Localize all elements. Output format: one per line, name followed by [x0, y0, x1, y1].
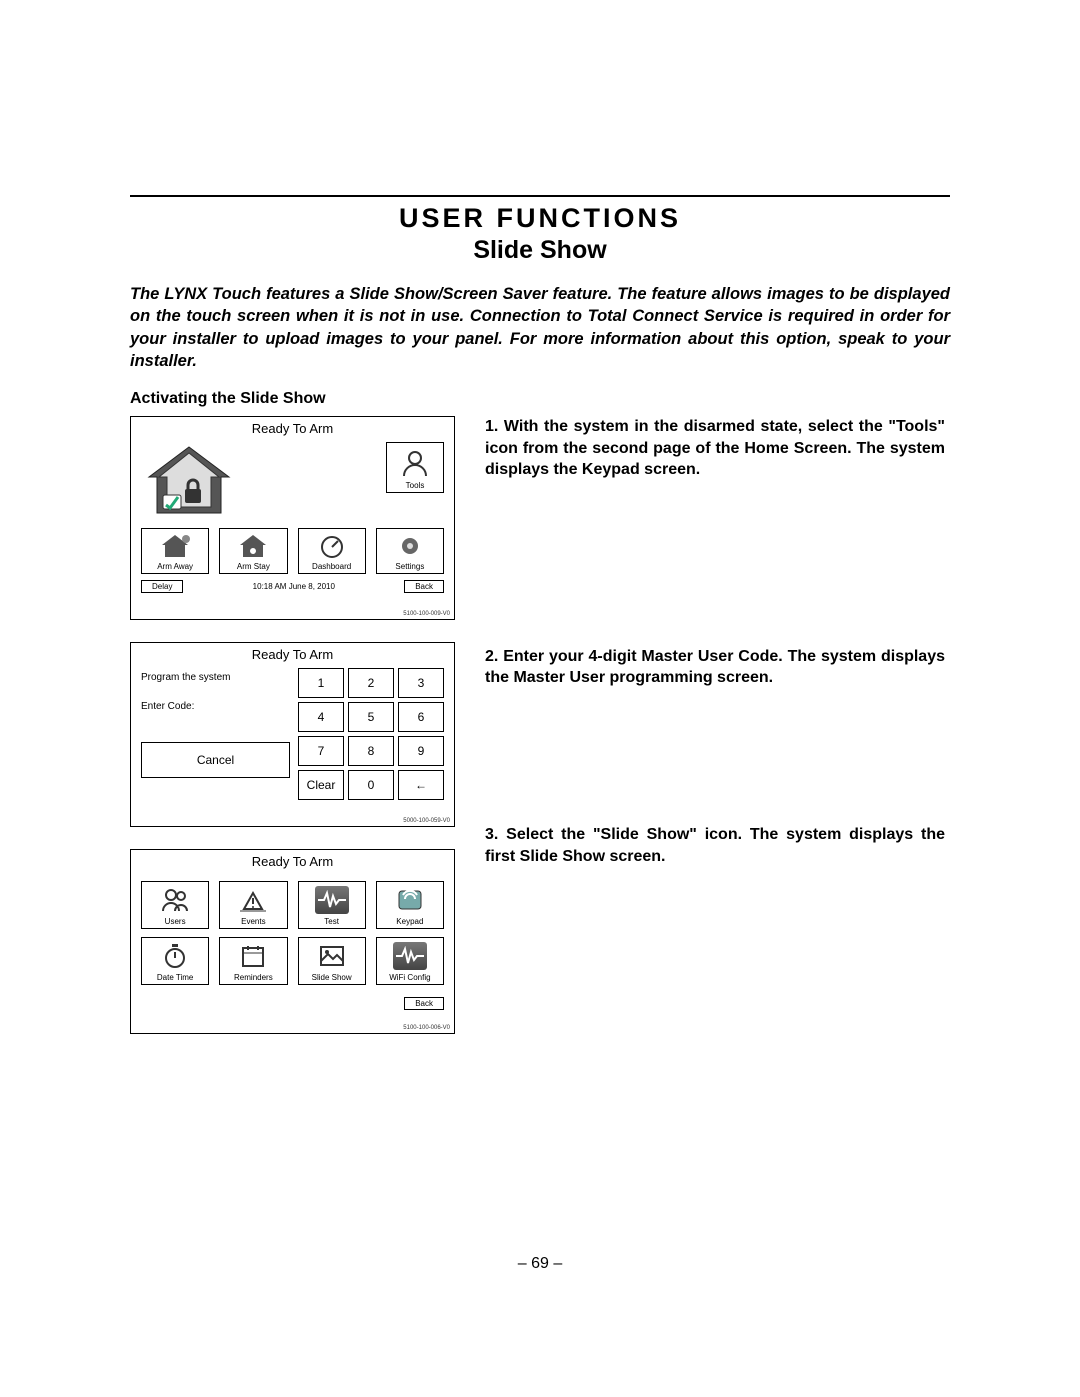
back-button[interactable]: Back — [404, 580, 444, 593]
section-heading: Activating the Slide Show — [130, 390, 950, 408]
key-8[interactable]: 8 — [348, 736, 394, 766]
image-id: 5100-100-009-V0 — [403, 611, 450, 617]
arm-stay-button[interactable]: Arm Stay — [219, 528, 287, 574]
arm-away-icon — [142, 532, 208, 560]
keypad-button[interactable]: Keypad — [376, 881, 444, 929]
datetime-button[interactable]: Date Time — [141, 937, 209, 985]
back-button[interactable]: Back — [404, 997, 444, 1010]
header-subtitle: Slide Show — [130, 236, 950, 265]
program-text: Program the system — [141, 672, 290, 683]
screen1-title: Ready To Arm — [131, 417, 454, 442]
image-id: 5000-100-059-V0 — [403, 818, 450, 824]
picture-icon — [299, 941, 365, 971]
stopwatch-icon — [142, 941, 208, 971]
screen-keypad: Ready To Arm Program the system Enter Co… — [130, 642, 455, 827]
calendar-icon — [220, 941, 286, 971]
key-9[interactable]: 9 — [398, 736, 444, 766]
key-2[interactable]: 2 — [348, 668, 394, 698]
home-secure-icon — [141, 442, 236, 520]
step-3: 3. Select the "Slide Show" icon. The sys… — [485, 824, 945, 867]
page-number: – 69 – — [130, 1255, 950, 1273]
timestamp: 10:18 AM June 8, 2010 — [253, 582, 335, 591]
wifi-icon — [377, 941, 443, 971]
dashboard-button[interactable]: Dashboard — [298, 528, 366, 574]
wificonfig-button[interactable]: WiFi Config — [376, 937, 444, 985]
user-icon — [387, 447, 443, 479]
step-2: 2. Enter your 4-digit Master User Code. … — [485, 646, 945, 689]
arm-stay-icon — [220, 532, 286, 560]
events-icon — [220, 885, 286, 915]
key-5[interactable]: 5 — [348, 702, 394, 732]
header-title: USER FUNCTIONS — [130, 203, 950, 234]
users-icon — [142, 885, 208, 915]
reminders-button[interactable]: Reminders — [219, 937, 287, 985]
tools-button[interactable]: Tools — [386, 442, 444, 493]
users-button[interactable]: Users — [141, 881, 209, 929]
step-1: 1. With the system in the disarmed state… — [485, 416, 945, 481]
key-6[interactable]: 6 — [398, 702, 444, 732]
tools-label: Tools — [387, 481, 443, 490]
screen3-title: Ready To Arm — [131, 850, 454, 875]
slideshow-button[interactable]: Slide Show — [298, 937, 366, 985]
key-4[interactable]: 4 — [298, 702, 344, 732]
key-clear[interactable]: Clear — [298, 770, 344, 800]
settings-button[interactable]: Settings — [376, 528, 444, 574]
keypad-icon — [377, 885, 443, 915]
keypad: 1 2 3 4 5 6 7 8 9 Clear 0 ← — [298, 668, 444, 800]
test-icon — [299, 885, 365, 915]
image-id: 5100-100-006-V0 — [403, 1025, 450, 1031]
key-1[interactable]: 1 — [298, 668, 344, 698]
screen2-title: Ready To Arm — [131, 643, 454, 668]
events-button[interactable]: Events — [219, 881, 287, 929]
screen-home: Ready To Arm — [130, 416, 455, 620]
arm-away-button[interactable]: Arm Away — [141, 528, 209, 574]
key-3[interactable]: 3 — [398, 668, 444, 698]
gear-icon — [377, 532, 443, 560]
key-7[interactable]: 7 — [298, 736, 344, 766]
delay-button[interactable]: Delay — [141, 580, 183, 593]
intro-text: The LYNX Touch features a Slide Show/Scr… — [130, 283, 950, 372]
screen-master: Ready To Arm Users Events Te — [130, 849, 455, 1034]
cancel-button[interactable]: Cancel — [141, 742, 290, 778]
test-button[interactable]: Test — [298, 881, 366, 929]
enter-code-text: Enter Code: — [141, 701, 290, 712]
key-0[interactable]: 0 — [348, 770, 394, 800]
dashboard-icon — [299, 532, 365, 560]
key-back[interactable]: ← — [398, 770, 444, 800]
